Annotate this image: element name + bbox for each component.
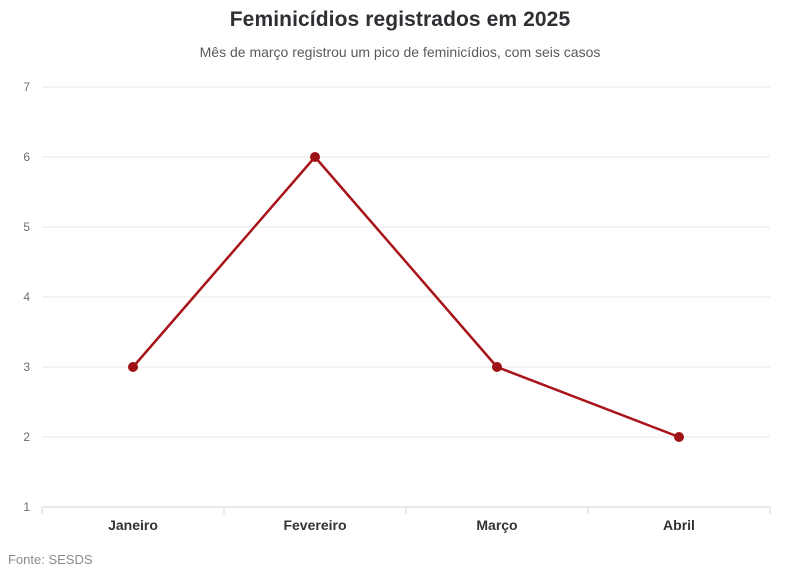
x-axis-label: Fevereiro (283, 517, 346, 533)
series-line (131, 155, 681, 439)
y-axis-tick-label: 1 (23, 500, 30, 514)
source-note: Fonte: SESDS (8, 552, 93, 567)
chart-subtitle: Mês de março registrou um pico de femini… (199, 44, 601, 60)
x-axis-label: Março (476, 517, 517, 533)
data-point (674, 432, 684, 442)
y-axis-tick-label: 3 (23, 360, 30, 374)
data-point (128, 362, 138, 372)
y-axis-tick-label: 4 (23, 290, 30, 304)
x-axis-label: Janeiro (108, 517, 158, 533)
y-axis-tick-label: 7 (23, 80, 30, 94)
y-axis-tick-label: 5 (23, 220, 30, 234)
y-axis-tick-label: 2 (23, 430, 30, 444)
data-point (310, 152, 320, 162)
x-axis-label: Abril (663, 517, 695, 533)
y-axis-tick-label: 6 (23, 150, 30, 164)
data-point (492, 362, 502, 372)
chart-title: Feminicídios registrados em 2025 (229, 8, 571, 31)
